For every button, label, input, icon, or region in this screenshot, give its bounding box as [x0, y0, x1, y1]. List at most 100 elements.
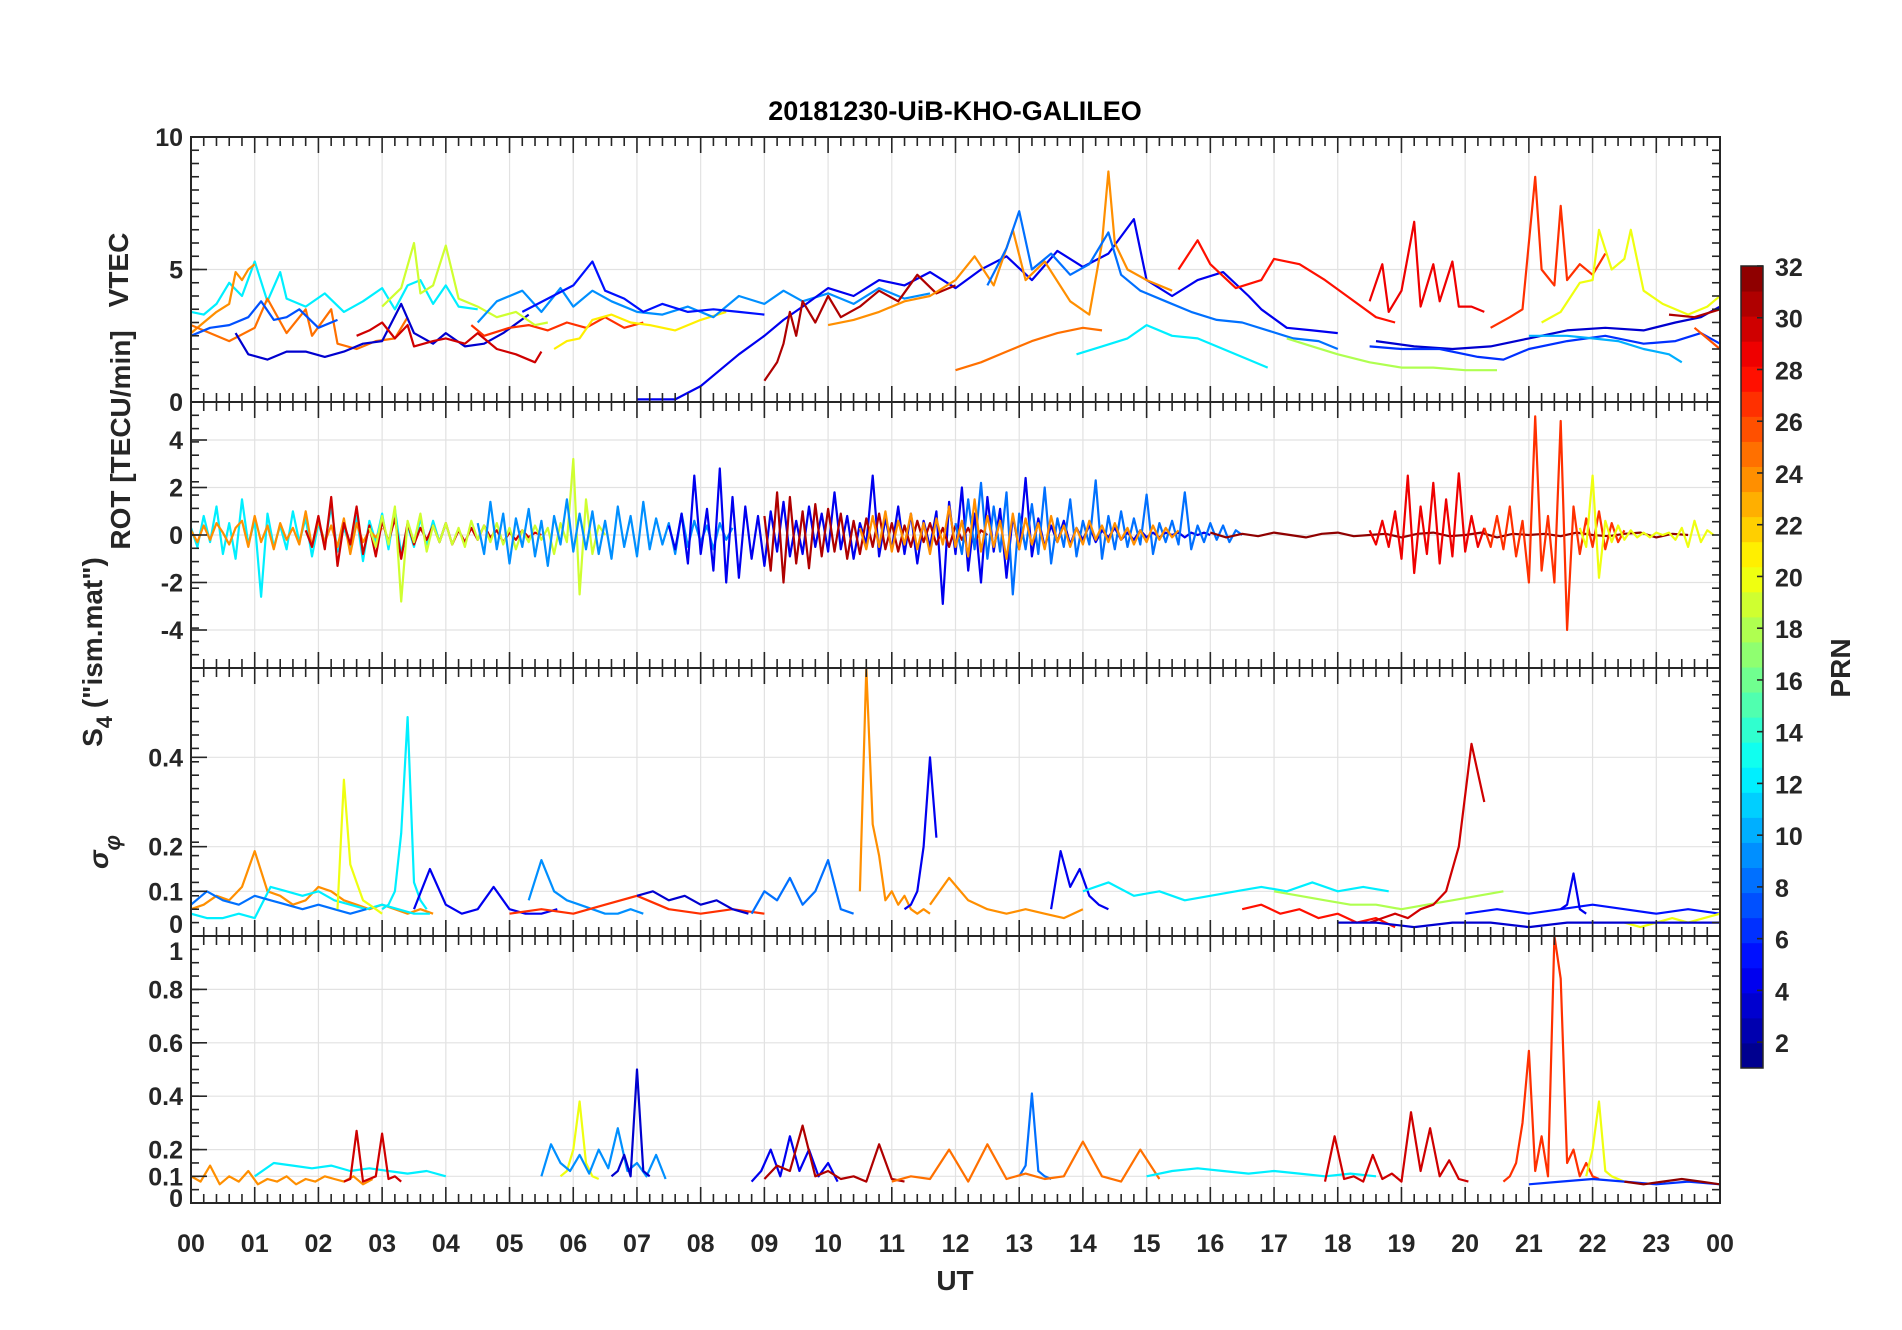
y-tick-label: -4 [161, 617, 183, 645]
series-prn-30 [1323, 1111, 1469, 1183]
y-tick-label: 0 [169, 911, 183, 939]
y-axis-label: ROT [TECU/min] [105, 330, 136, 549]
y-axis-label: S4 ("ism.mat") [77, 557, 117, 747]
series-prn-8 [1018, 1092, 1052, 1181]
colorbar-level [1741, 692, 1763, 718]
y-axis-label: σφ [83, 835, 125, 869]
series-prn-4 [412, 867, 558, 915]
colorbar-level [1741, 892, 1763, 919]
colorbar-level [1741, 616, 1763, 643]
x-tick-label: 03 [368, 1230, 396, 1258]
colorbar-level [1741, 842, 1763, 868]
colorbar-level [1741, 817, 1763, 843]
series-prn-29 [1368, 220, 1485, 313]
series-prn-24 [827, 170, 1173, 327]
series-group [191, 415, 1715, 632]
series-prn-18 [1286, 337, 1497, 372]
series-prn-9 [540, 1127, 667, 1180]
axes-frame [190, 935, 1721, 1204]
series-prn-9 [476, 498, 734, 568]
series-prn-24 [191, 1164, 374, 1186]
y-tick-label: 0.6 [148, 1030, 183, 1058]
series-prn-31 [763, 273, 956, 382]
colorbar-tick-label: 12 [1775, 771, 1803, 799]
x-tick-label: 16 [1196, 1230, 1224, 1258]
series-prn-20 [1541, 228, 1720, 324]
series-prn-5 [521, 260, 765, 316]
colorbar-tick-label: 18 [1775, 616, 1803, 644]
series-prn-4 [1560, 872, 1587, 915]
y-tick-label: 0 [169, 389, 183, 417]
series-prn-6 [1369, 332, 1720, 361]
x-tick-label: 10 [814, 1230, 842, 1258]
colorbar-level [1741, 416, 1763, 442]
series-prn-4 [1050, 849, 1109, 911]
x-tick-label: 07 [623, 1230, 651, 1258]
series-group [191, 170, 1720, 401]
colorbar-tick-label: 6 [1775, 927, 1789, 955]
series-prn-12 [1082, 881, 1389, 902]
colorbar-level [1741, 742, 1763, 768]
x-tick-label: 01 [241, 1230, 269, 1258]
series-prn-21 [553, 310, 727, 350]
colorbar-tick-label: 4 [1775, 978, 1789, 1006]
series-prn-27 [1483, 415, 1626, 632]
colorbar-level [1741, 316, 1763, 342]
y-tick-label: 0.8 [148, 976, 183, 1004]
series-prn-24 [191, 510, 384, 556]
colorbar-level [1741, 466, 1763, 493]
series-prn-12 [1076, 324, 1269, 369]
series-prn-31 [763, 1124, 905, 1183]
series-prn-28 [1241, 903, 1396, 929]
y-tick-label: 0 [169, 522, 183, 550]
colorbar-tick-label: 10 [1775, 823, 1803, 851]
series-prn-27 [470, 316, 644, 337]
colorbar-level [1741, 491, 1763, 518]
series-prn-24 [191, 263, 256, 334]
y-tick-label: 10 [155, 124, 183, 152]
x-tick-label: 14 [1069, 1230, 1097, 1258]
x-tick-label: 11 [879, 1230, 906, 1258]
x-tick-label: 13 [1005, 1230, 1033, 1258]
series-prn-12 [1146, 1167, 1377, 1178]
colorbar-level [1741, 867, 1763, 894]
colorbar-level [1741, 266, 1763, 292]
series-prn-3 [234, 302, 530, 361]
series-prn-27 [1490, 175, 1607, 329]
x-tick-label: 00 [177, 1230, 205, 1258]
series-prn-10 [1528, 334, 1683, 364]
series-prn-30 [356, 321, 543, 364]
series-prn-30 [343, 1129, 402, 1183]
colorbar-level [1741, 917, 1763, 944]
colorbar-level [1741, 1042, 1763, 1069]
x-tick-label: 21 [1515, 1230, 1543, 1258]
colorbar-level [1741, 366, 1763, 392]
colorbar-tick-label: 16 [1775, 668, 1803, 696]
series-prn-4 [637, 218, 1338, 401]
colorbar-level [1741, 992, 1763, 1019]
y-axis-label: VTEC [103, 233, 134, 308]
colorbar-level [1741, 516, 1763, 543]
series-prn-20 [1585, 1100, 1625, 1183]
panel-rot: -4 -2 0 2 4 ROT [TECU/min] [105, 330, 1721, 669]
colorbar-level [1741, 341, 1763, 367]
x-tick-label: 20 [1451, 1230, 1479, 1258]
colorbar-tick-label: 30 [1775, 306, 1803, 334]
y-tick-label: 1 [169, 938, 183, 966]
series-prn-8 [191, 890, 367, 915]
colorbar-level [1741, 667, 1763, 693]
y-tick-label: -2 [161, 570, 183, 598]
colorbar-tick-label: 26 [1775, 409, 1803, 437]
y-tick-label: 0.2 [148, 834, 183, 862]
x-tick-label: 04 [432, 1230, 460, 1258]
x-tick-label: 15 [1133, 1230, 1161, 1258]
y-tick-label: 5 [169, 257, 183, 285]
y-tick-label: 0.4 [148, 1083, 183, 1111]
y-tick-label: 4 [169, 427, 183, 455]
series-prn-24 [858, 498, 1180, 560]
series-prn-3 [636, 890, 749, 915]
colorbar-tick-label: 14 [1775, 720, 1803, 748]
series-prn-24 [929, 876, 1084, 920]
series-prn-25 [891, 1140, 1161, 1183]
series-prn-29 [1368, 472, 1486, 575]
